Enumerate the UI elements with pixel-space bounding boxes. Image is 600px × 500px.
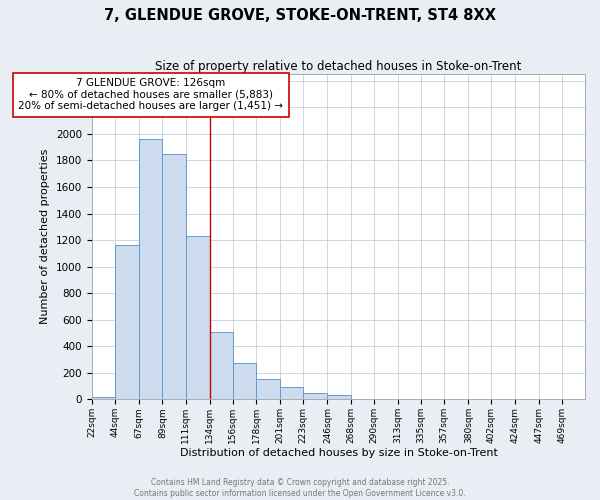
Text: 7, GLENDUE GROVE, STOKE-ON-TRENT, ST4 8XX: 7, GLENDUE GROVE, STOKE-ON-TRENT, ST4 8X… bbox=[104, 8, 496, 22]
Bar bbox=[256, 380, 280, 400]
Bar bbox=[92, 396, 115, 400]
Y-axis label: Number of detached properties: Number of detached properties bbox=[40, 149, 50, 324]
Bar bbox=[280, 388, 303, 400]
Bar bbox=[210, 332, 233, 400]
Bar bbox=[115, 246, 139, 400]
Bar bbox=[328, 394, 350, 400]
Bar bbox=[303, 394, 328, 400]
Bar bbox=[163, 154, 185, 400]
Text: 7 GLENDUE GROVE: 126sqm
← 80% of detached houses are smaller (5,883)
20% of semi: 7 GLENDUE GROVE: 126sqm ← 80% of detache… bbox=[19, 78, 283, 112]
X-axis label: Distribution of detached houses by size in Stoke-on-Trent: Distribution of detached houses by size … bbox=[179, 448, 497, 458]
Bar bbox=[185, 236, 210, 400]
Bar bbox=[139, 139, 163, 400]
Text: Contains HM Land Registry data © Crown copyright and database right 2025.
Contai: Contains HM Land Registry data © Crown c… bbox=[134, 478, 466, 498]
Bar bbox=[233, 364, 256, 400]
Title: Size of property relative to detached houses in Stoke-on-Trent: Size of property relative to detached ho… bbox=[155, 60, 521, 73]
